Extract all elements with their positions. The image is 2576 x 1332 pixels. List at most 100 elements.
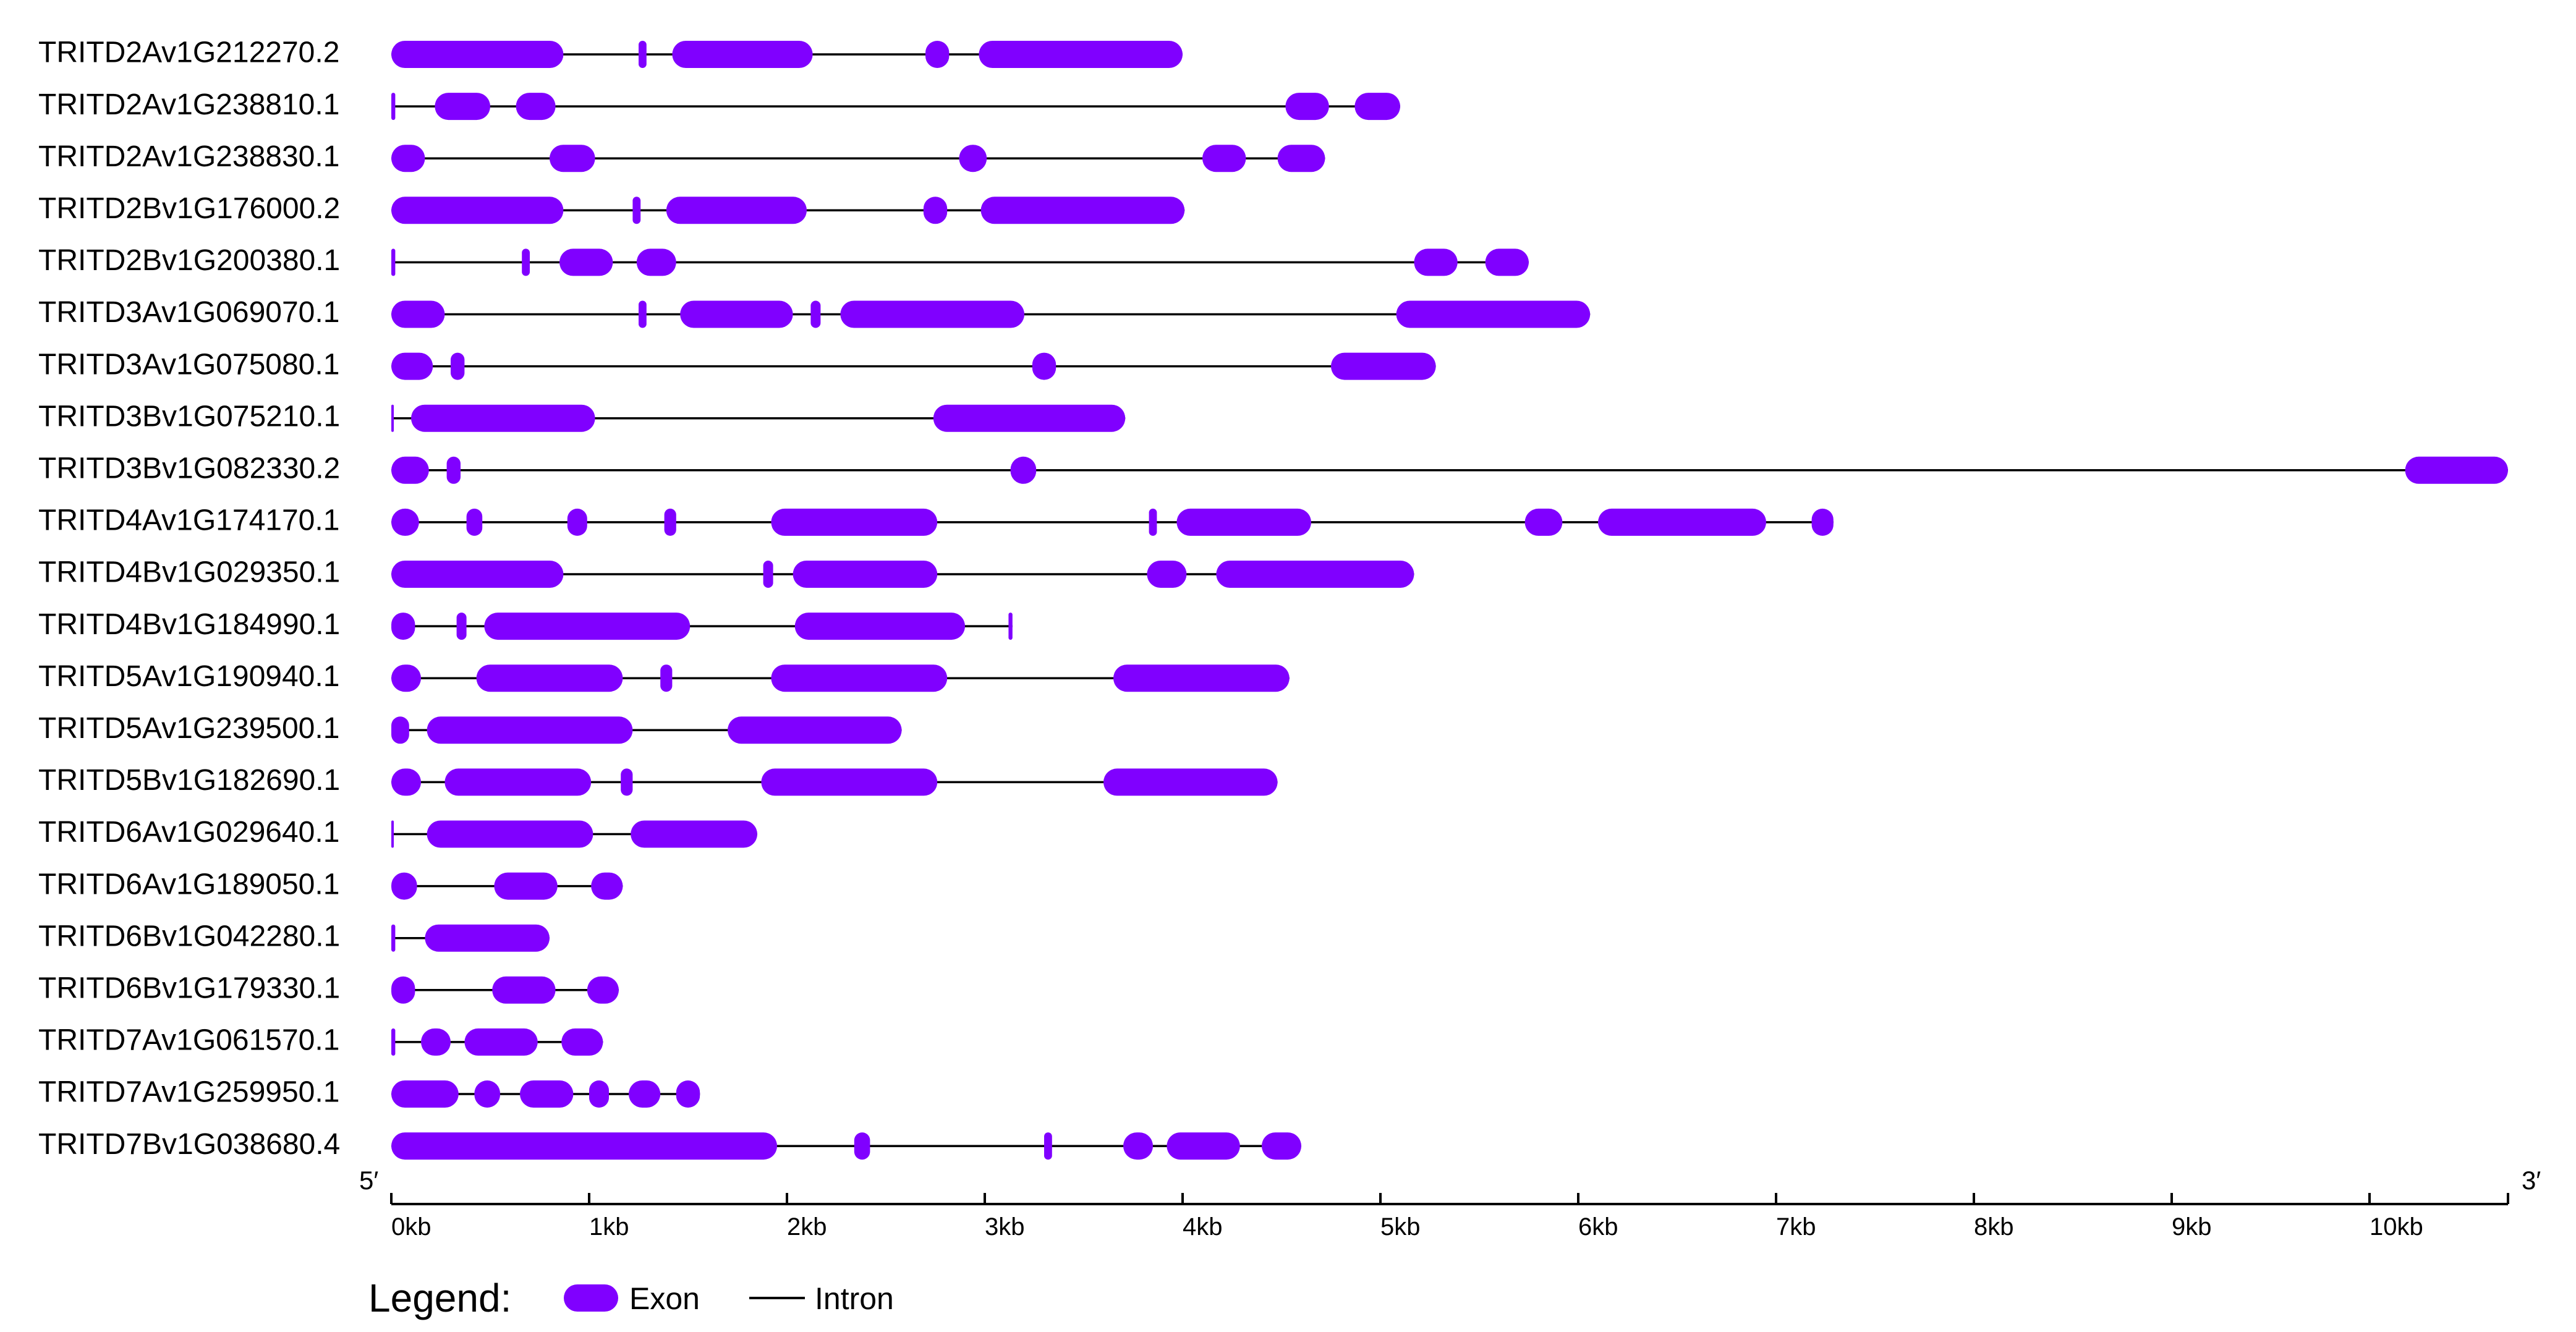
exon-block <box>631 820 757 848</box>
exon-block <box>1167 1132 1240 1160</box>
gene-name-label: TRITD5Av1G239500.1 <box>38 712 339 745</box>
gene-row: TRITD5Bv1G182690.1 <box>38 764 1278 797</box>
gene-name-label: TRITD3Bv1G075210.1 <box>38 400 340 433</box>
gene-name-label: TRITD3Bv1G082330.2 <box>38 452 340 485</box>
exon-block <box>451 352 465 380</box>
exon-block <box>391 820 394 848</box>
gene-row: TRITD4Bv1G029350.1 <box>38 556 1414 589</box>
five-prime-label: 5′ <box>359 1166 378 1195</box>
exon-block <box>1176 508 1311 536</box>
exon-block <box>427 716 633 744</box>
exon-block <box>427 820 593 848</box>
legend: Legend: Exon Intron <box>368 1276 894 1320</box>
exon-block <box>2405 456 2508 484</box>
exon-block <box>391 197 564 224</box>
axis-tick-label: 2kb <box>787 1213 827 1241</box>
exon-block <box>933 404 1126 432</box>
exon-block <box>456 613 467 640</box>
exon-block <box>1485 248 1529 276</box>
exon-block <box>1044 1132 1052 1160</box>
exon-block <box>464 1028 538 1056</box>
exon-block <box>771 508 938 536</box>
exon-block <box>492 976 556 1004</box>
exon-block <box>632 197 641 224</box>
exon-block <box>664 508 676 536</box>
gene-row: TRITD2Bv1G200380.1 <box>38 244 1529 277</box>
exon-block <box>1414 248 1458 276</box>
exon-block <box>1216 561 1414 588</box>
exon-block <box>660 664 673 692</box>
exon-block <box>854 1132 870 1160</box>
exon-block <box>1262 1132 1301 1160</box>
gene-row: TRITD2Av1G238810.1 <box>38 88 1400 121</box>
exon-block <box>391 456 429 484</box>
kb-axis: 0kb 1kb 2kb 3kb 4kb 5kb 6kb 7kb 8kb 9kb 10kb 5′ 3′ <box>359 1166 2541 1241</box>
exon-block <box>793 561 938 588</box>
exon-block <box>476 664 623 692</box>
gene-name-label: TRITD7Av1G061570.1 <box>38 1024 339 1057</box>
gene-row: TRITD6Bv1G042280.1 <box>38 920 550 952</box>
exon-block <box>1598 508 1766 536</box>
exon-block <box>680 300 793 328</box>
gene-row: TRITD6Bv1G179330.1 <box>38 972 619 1004</box>
exon-block <box>589 1080 609 1108</box>
exon-block <box>391 872 417 900</box>
exon-block <box>520 1080 574 1108</box>
exon-block <box>425 924 550 952</box>
gene-name-label: TRITD4Bv1G029350.1 <box>38 556 340 589</box>
gene-row: TRITD7Bv1G038680.4 <box>38 1128 1301 1161</box>
gene-name-label: TRITD7Bv1G038680.4 <box>38 1128 340 1161</box>
exon-block <box>421 1028 451 1056</box>
exon-block <box>550 145 595 172</box>
gene-name-label: TRITD2Av1G238810.1 <box>38 88 339 121</box>
exon-block <box>1103 768 1278 796</box>
exon-block <box>676 1080 700 1108</box>
gene-name-label: TRITD2Bv1G200380.1 <box>38 244 340 277</box>
exon-block <box>561 1028 603 1056</box>
exon-block <box>1123 1132 1153 1160</box>
exon-block <box>840 300 1024 328</box>
exon-block <box>629 1080 661 1108</box>
exon-block <box>474 1080 500 1108</box>
exon-block <box>516 93 556 121</box>
legend-exon-swatch <box>564 1284 618 1312</box>
exon-block <box>672 41 813 68</box>
exon-block <box>559 248 613 276</box>
exon-block <box>794 613 965 640</box>
axis-tick-label: 10kb <box>2370 1213 2423 1241</box>
exon-block <box>522 248 530 276</box>
exon-block <box>391 93 396 121</box>
axis-tick-label: 0kb <box>391 1213 431 1241</box>
gene-row: TRITD5Av1G190940.1 <box>38 660 1290 693</box>
exon-block <box>567 508 587 536</box>
gene-name-label: TRITD4Bv1G184990.1 <box>38 608 340 641</box>
exon-block <box>923 197 948 224</box>
axis-tick-label: 3kb <box>985 1213 1025 1241</box>
exon-block <box>391 41 564 68</box>
exon-block <box>435 93 490 121</box>
exon-block <box>444 768 592 796</box>
exon-block <box>391 145 425 172</box>
exon-block <box>391 664 421 692</box>
exon-block <box>1008 613 1013 640</box>
gene-row: TRITD2Bv1G176000.2 <box>38 192 1185 225</box>
exon-block <box>761 768 938 796</box>
exon-block <box>639 300 647 328</box>
gene-name-label: TRITD2Bv1G176000.2 <box>38 192 340 225</box>
exon-block <box>1032 352 1056 380</box>
legend-exon-label: Exon <box>629 1281 700 1316</box>
axis-tick-label: 7kb <box>1776 1213 1816 1241</box>
gene-row: TRITD3Bv1G075210.1 <box>38 400 1126 433</box>
exon-block <box>391 248 396 276</box>
three-prime-label: 3′ <box>2522 1166 2541 1195</box>
exon-block <box>1524 508 1563 536</box>
axis-tick-label: 1kb <box>589 1213 629 1241</box>
gene-row: TRITD2Av1G212270.2 <box>38 36 1183 69</box>
exon-block <box>1277 145 1325 172</box>
gene-rows: TRITD2Av1G212270.2 TRITD2Av1G238810.1 TRIT… <box>38 36 2508 1161</box>
gene-row: TRITD3Av1G069070.1 <box>38 296 1591 329</box>
gene-row: TRITD6Av1G029640.1 <box>38 816 757 849</box>
axis-tick-label: 8kb <box>1974 1213 2014 1241</box>
gene-name-label: TRITD5Av1G190940.1 <box>38 660 339 693</box>
gene-row: TRITD5Av1G239500.1 <box>38 712 902 745</box>
